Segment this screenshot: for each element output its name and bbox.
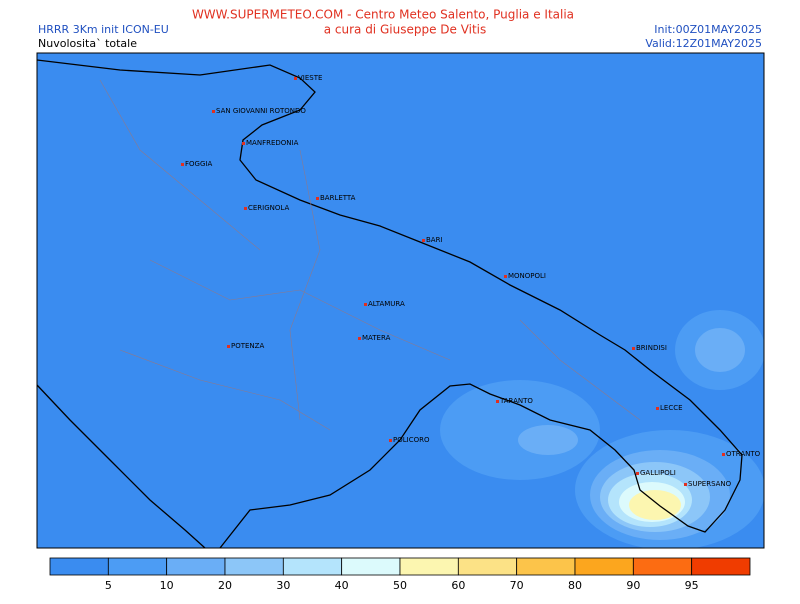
city-label: CERIGNOLA [248, 204, 289, 212]
city-label: TARANTO [499, 397, 533, 405]
legend-label: 40 [335, 579, 349, 592]
legend-swatch [166, 557, 226, 576]
city-marker [636, 472, 639, 475]
legend-label: 30 [276, 579, 290, 592]
city-label: MONOPOLI [508, 272, 546, 280]
city-marker [496, 400, 499, 403]
city-marker [722, 453, 725, 456]
city-marker [316, 197, 319, 200]
city-label: POLICORO [393, 436, 430, 444]
legend-label: 70 [510, 579, 524, 592]
city-label: OTRANTO [726, 450, 761, 458]
model-label: HRRR 3Km init ICON-EU [38, 23, 169, 36]
legend-swatch [632, 557, 693, 576]
city-label: BRINDISI [636, 344, 667, 352]
legend-swatch [691, 557, 751, 576]
city-label: SUPERSANO [688, 480, 732, 488]
city-label: BARI [426, 236, 443, 244]
city-marker [242, 142, 245, 145]
city-label: VIESTE [298, 74, 322, 82]
city-marker [389, 439, 392, 442]
city-label: MATERA [362, 334, 391, 342]
city-marker [212, 110, 215, 113]
legend-label: 90 [626, 579, 640, 592]
legend-label: 20 [218, 579, 232, 592]
legend-label: 95 [685, 579, 699, 592]
city-marker [364, 303, 367, 306]
city-label: MANFREDONIA [246, 139, 299, 147]
variable-label: Nuvolosita` totale [38, 37, 137, 50]
city-marker [504, 275, 507, 278]
legend-label: 10 [160, 579, 174, 592]
city-marker [181, 163, 184, 166]
init-label: Init:00Z01MAY2025 [654, 23, 762, 36]
legend-label: 60 [451, 579, 465, 592]
legend-swatch [399, 557, 459, 576]
legend-swatch [341, 557, 401, 576]
city-label: ALTAMURA [368, 300, 405, 308]
legend-swatch [457, 557, 518, 576]
legend-swatch [107, 557, 168, 576]
city-label: LECCE [660, 404, 683, 412]
city-marker [227, 345, 230, 348]
legend-label: 50 [393, 579, 407, 592]
city-marker [632, 347, 635, 350]
city-label: SAN GIOVANNI ROTONDO [216, 107, 306, 115]
city-label: POTENZA [231, 342, 264, 350]
city-label: BARLETTA [320, 194, 356, 202]
valid-label: Valid:12Z01MAY2025 [645, 37, 762, 50]
city-marker [294, 77, 297, 80]
city-labels: VIESTE SAN GIOVANNI ROTONDO MANFREDONIA … [185, 74, 761, 488]
site-title: WWW.SUPERMETEO.COM - Centro Meteo Salent… [192, 8, 574, 22]
legend-swatch [516, 557, 576, 576]
city-label: GALLIPOLI [640, 469, 676, 477]
legend-swatch [224, 557, 284, 576]
map-frame [36, 52, 765, 549]
city-marker [422, 239, 425, 242]
city-marker [656, 407, 659, 410]
legend-label: 80 [568, 579, 582, 592]
legend-swatch [282, 557, 343, 576]
author: a cura di Giuseppe De Vitis [324, 23, 487, 37]
city-marker [244, 207, 247, 210]
city-marker [358, 337, 361, 340]
city-marker [684, 483, 687, 486]
legend-swatch [574, 557, 634, 576]
legend-swatch [49, 557, 109, 576]
legend-label: 5 [105, 579, 112, 592]
color-legend: 5 10 20 30 40 50 60 70 80 90 95 [49, 557, 751, 592]
cloud-field [37, 59, 764, 548]
city-label: FOGGIA [185, 160, 212, 168]
